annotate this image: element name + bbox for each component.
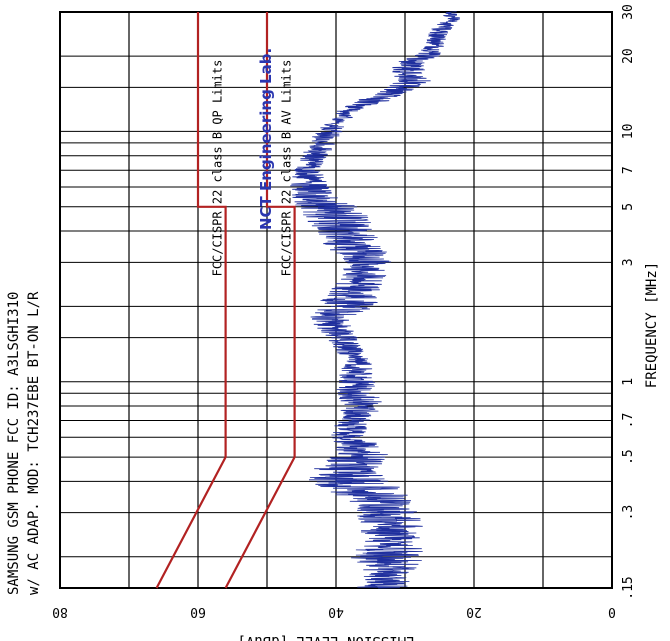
level-tick-label: 0 — [608, 604, 616, 619]
level-tick-label: 60 — [190, 604, 206, 619]
frequency-tick-label: .5 — [621, 449, 636, 465]
chart-title-line1: SAMSUNG GSM PHONE FCC ID: A3LSGHI310 — [6, 292, 22, 595]
horizontal-gridlines — [59, 12, 613, 588]
emission-trace-line — [290, 11, 461, 589]
frequency-tick-label: .15 — [621, 576, 636, 599]
frequency-tick-label: 30 — [621, 4, 636, 20]
level-tick-labels: 0 20 40 60 80 — [52, 604, 616, 619]
qp-limit-line — [155, 12, 227, 589]
x-axis-label: FREQUENCY [MHz] — [644, 262, 660, 388]
level-tick-label: 40 — [328, 604, 344, 619]
frequency-tick-label: 10 — [621, 124, 636, 140]
vertical-gridlines — [60, 11, 612, 589]
lab-stamp: NCT Engineering Lab. — [257, 48, 275, 230]
frequency-tick-label: 3 — [621, 258, 636, 266]
frequency-tick-label: 20 — [621, 48, 636, 64]
emission-trace — [290, 11, 461, 589]
y-axis-label: EMISSION LEVEL [dBuV] — [237, 633, 414, 641]
av-limit-label: FCC/CISPR 22 class B AV Limits — [280, 60, 294, 277]
level-tick-label: 20 — [466, 604, 482, 619]
qp-limit-label: FCC/CISPR 22 class B QP Limits — [211, 60, 225, 277]
limit-lines — [155, 12, 296, 589]
frequency-tick-label: .7 — [621, 413, 636, 429]
frequency-tick-label: 7 — [621, 166, 636, 174]
av-limit-line — [224, 12, 296, 589]
frequency-tick-labels: .15 .3 .5 .7 1 3 5 7 10 20 30 — [621, 4, 636, 600]
chart-title-line2: w/ AC ADAP. MOD: TCH237EBE BT-ON L/R — [26, 291, 42, 595]
limit-labels: FCC/CISPR 22 class B QP Limits FCC/CISPR … — [211, 60, 294, 277]
level-tick-label: 80 — [52, 604, 68, 619]
frequency-tick-label: 5 — [621, 203, 636, 211]
frequency-tick-label: 1 — [621, 378, 636, 386]
frequency-tick-label: .3 — [621, 505, 636, 521]
